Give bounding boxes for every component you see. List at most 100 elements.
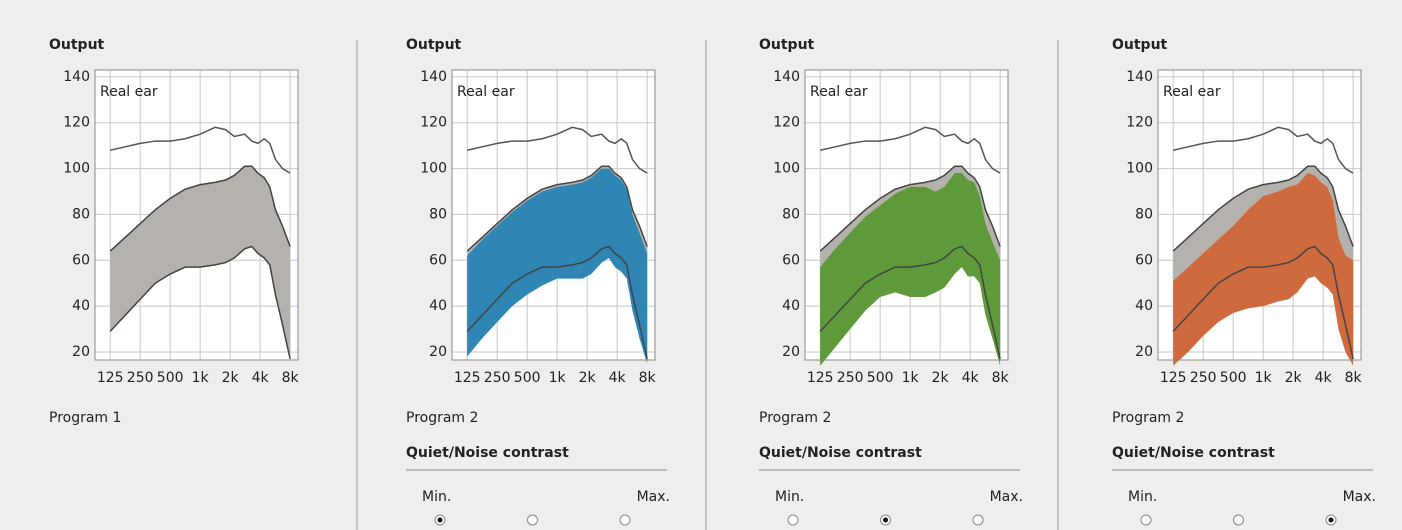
x-tick-label: 250: [127, 370, 154, 386]
x-tick-label: 4k: [252, 370, 270, 386]
annotation: Real ear: [810, 84, 868, 100]
plot-frame: [94, 69, 299, 361]
program-label: Program 2: [406, 410, 478, 426]
max-label: Max.: [637, 489, 670, 505]
x-tick-label: 500: [514, 370, 541, 386]
min-label: Min.: [422, 489, 451, 505]
x-tick-label: 8k: [1345, 370, 1363, 386]
real-ear-line: [467, 126, 648, 174]
max-label: Max.: [990, 489, 1023, 505]
x-tick-label: 1k: [192, 370, 210, 386]
band-area: [467, 168, 648, 364]
radio-button[interactable]: [787, 514, 799, 526]
y-tick-label: 140: [420, 69, 447, 85]
x-tick-label: 125: [454, 370, 481, 386]
x-tick-label: 2k: [1285, 370, 1303, 386]
y-tick-label: 120: [420, 115, 447, 131]
chart-title: Output: [49, 37, 105, 53]
x-tick-label: 8k: [639, 370, 657, 386]
radio-button[interactable]: [972, 514, 984, 526]
chart-title: Output: [406, 37, 462, 53]
y-tick-label: 60: [1135, 252, 1153, 268]
radio-button[interactable]: [619, 514, 631, 526]
plot-frame: [451, 69, 656, 361]
band-edge: [109, 245, 291, 360]
x-tick-label: 250: [837, 370, 864, 386]
y-tick-label: 40: [72, 298, 90, 314]
y-tick-label: 20: [429, 344, 447, 360]
x-tick-label: 250: [484, 370, 511, 386]
band-edge: [466, 245, 648, 360]
x-tick-label: 8k: [282, 370, 300, 386]
x-tick-label: 1k: [1255, 370, 1273, 386]
y-tick-label: 140: [63, 69, 90, 85]
band-area: [1173, 173, 1354, 366]
program-label: Program 2: [759, 410, 831, 426]
x-tick-label: 2k: [222, 370, 240, 386]
program-label: Program 1: [49, 410, 121, 426]
y-tick-label: 60: [782, 252, 800, 268]
y-tick-label: 80: [1135, 206, 1153, 222]
plot-frame: [1157, 69, 1362, 361]
y-tick-label: 80: [72, 206, 90, 222]
radio-dot: [437, 517, 443, 523]
x-tick-label: 2k: [579, 370, 597, 386]
x-tick-label: 4k: [962, 370, 980, 386]
radio-button[interactable]: [1140, 514, 1152, 526]
y-tick-label: 100: [420, 161, 447, 177]
y-tick-label: 40: [1135, 298, 1153, 314]
band-edge: [1172, 165, 1354, 252]
y-tick-label: 20: [782, 344, 800, 360]
band-edge: [466, 165, 648, 252]
y-tick-label: 40: [429, 298, 447, 314]
radio-dot: [883, 517, 888, 523]
plot-frame: [804, 69, 1009, 361]
x-tick-label: 1k: [549, 370, 567, 386]
y-tick-label: 100: [1126, 161, 1153, 177]
real-ear-line: [110, 126, 291, 174]
y-tick-label: 120: [773, 115, 800, 131]
min-label: Min.: [775, 489, 804, 505]
y-tick-label: 80: [782, 206, 800, 222]
y-tick-label: 140: [1126, 69, 1153, 85]
x-tick-label: 500: [867, 370, 894, 386]
y-tick-label: 20: [1135, 344, 1153, 360]
min-label: Min.: [1128, 489, 1157, 505]
x-tick-label: 500: [157, 370, 184, 386]
chart-title: Output: [759, 37, 815, 53]
x-tick-label: 1k: [902, 370, 920, 386]
real-ear-line: [1173, 126, 1354, 174]
y-tick-label: 120: [63, 115, 90, 131]
y-tick-label: 100: [773, 161, 800, 177]
contrast-title: Quiet/Noise contrast: [1112, 445, 1275, 461]
x-tick-label: 500: [1220, 370, 1247, 386]
contrast-title: Quiet/Noise contrast: [406, 445, 569, 461]
band-edge: [109, 165, 291, 252]
radio-button[interactable]: [1233, 514, 1244, 526]
y-tick-label: 140: [773, 69, 800, 85]
max-label: Max.: [1343, 489, 1376, 505]
annotation: Real ear: [457, 84, 515, 100]
band-edge: [819, 165, 1001, 252]
y-tick-label: 40: [782, 298, 800, 314]
y-tick-label: 80: [429, 206, 447, 222]
x-tick-label: 2k: [932, 370, 950, 386]
x-tick-label: 125: [97, 370, 124, 386]
radio-button[interactable]: [527, 514, 538, 526]
band-edge: [819, 245, 1001, 360]
x-tick-label: 8k: [992, 370, 1010, 386]
chart-title: Output: [1112, 37, 1168, 53]
y-tick-label: 100: [63, 161, 90, 177]
band-edge: [1172, 245, 1354, 360]
band-area: [110, 166, 291, 359]
real-ear-line: [820, 126, 1001, 174]
annotation: Real ear: [100, 84, 158, 100]
y-tick-label: 120: [1126, 115, 1153, 131]
x-tick-label: 125: [807, 370, 834, 386]
radio-dot: [1328, 517, 1334, 523]
band-area: [820, 173, 1001, 366]
x-tick-label: 4k: [1315, 370, 1333, 386]
y-tick-label: 60: [429, 252, 447, 268]
x-tick-label: 125: [1160, 370, 1187, 386]
annotation: Real ear: [1163, 84, 1221, 100]
